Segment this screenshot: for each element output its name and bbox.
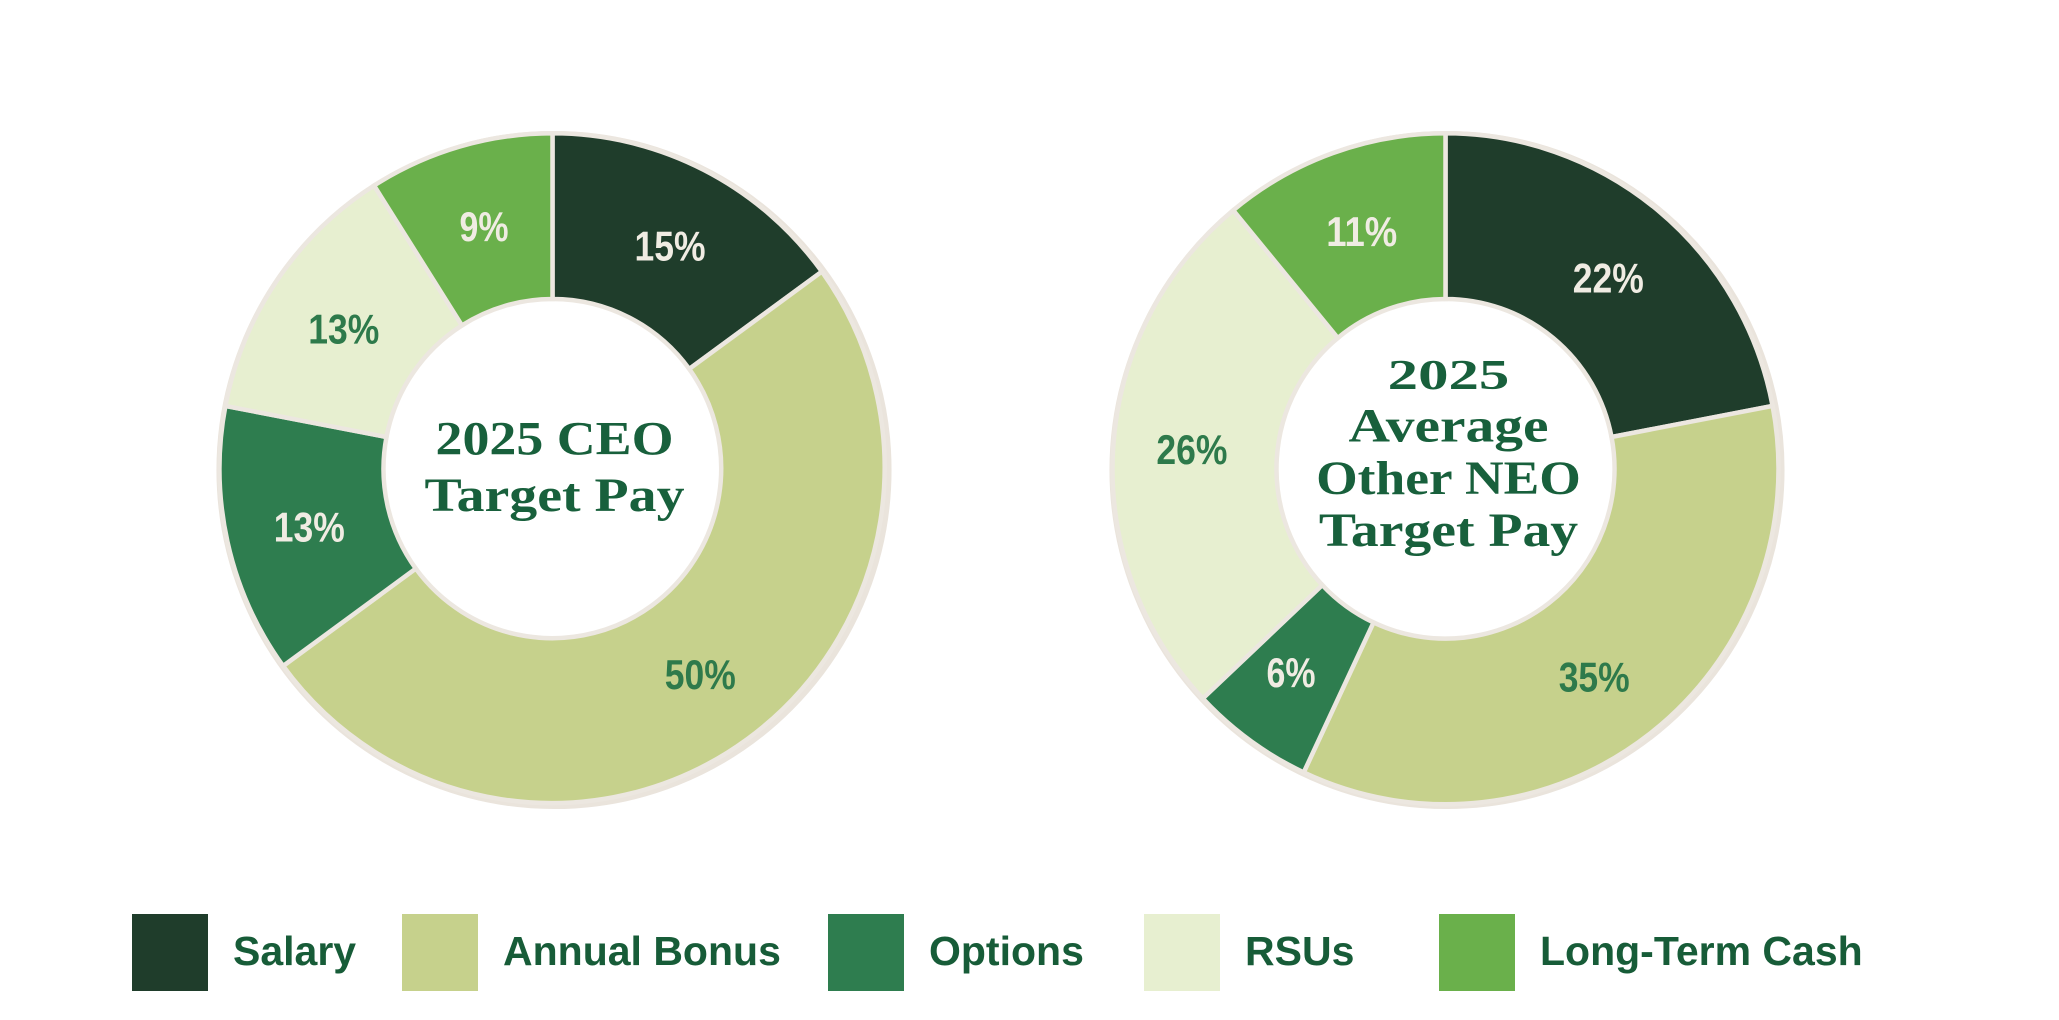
svg-text:Other NEO: Other NEO xyxy=(1316,452,1581,505)
svg-text:Average: Average xyxy=(1349,399,1549,452)
svg-text:6%: 6% xyxy=(1267,649,1316,696)
svg-text:Target Pay: Target Pay xyxy=(425,469,685,522)
svg-text:15%: 15% xyxy=(635,223,706,270)
svg-text:Annual Bonus: Annual Bonus xyxy=(503,928,781,974)
svg-text:13%: 13% xyxy=(308,306,379,353)
svg-text:22%: 22% xyxy=(1573,255,1644,302)
svg-text:9%: 9% xyxy=(460,203,509,250)
svg-text:Long-Term Cash: Long-Term Cash xyxy=(1540,928,1863,974)
svg-text:26%: 26% xyxy=(1156,426,1227,473)
svg-text:Salary: Salary xyxy=(233,928,356,974)
svg-text:13%: 13% xyxy=(274,504,345,551)
svg-text:11%: 11% xyxy=(1326,208,1397,255)
svg-text:RSUs: RSUs xyxy=(1245,928,1354,974)
svg-text:50%: 50% xyxy=(665,651,736,698)
svg-text:Target Pay: Target Pay xyxy=(1319,504,1578,557)
svg-text:2025 CEO: 2025 CEO xyxy=(436,413,674,466)
svg-text:Options: Options xyxy=(929,928,1084,974)
svg-text:35%: 35% xyxy=(1559,654,1630,701)
svg-text:2025: 2025 xyxy=(1388,353,1510,399)
